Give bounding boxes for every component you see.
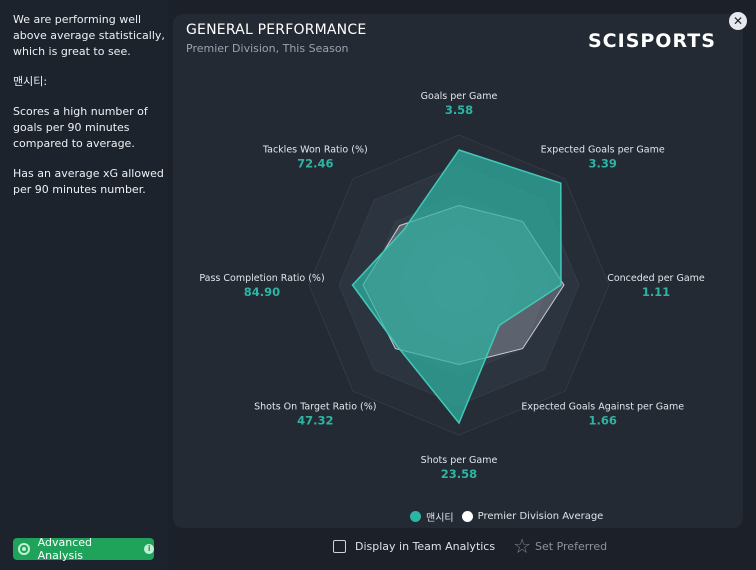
- axis-label: Conceded per Game: [607, 273, 705, 284]
- axis-label: Goals per Game: [421, 91, 498, 102]
- legend-label: Premier Division Average: [477, 511, 604, 522]
- advanced-analysis-label: Advanced Analysis: [37, 536, 92, 562]
- legend-item-average: Premier Division Average: [461, 511, 604, 522]
- axis-label: Expected Goals Against per Game: [521, 402, 684, 413]
- sidebar: We are performing well above average sta…: [0, 0, 168, 570]
- footer-controls: Display in Team Analytics ☆ Set Preferre…: [333, 534, 608, 558]
- panel-subtitle: Premier Division, This Season: [186, 42, 349, 55]
- scisports-logo: SCISPORTS: [588, 30, 716, 52]
- axis-value: 1.66: [589, 414, 617, 428]
- summary-paragraph: Has an average xG allowed per 90 minutes…: [13, 167, 164, 196]
- set-preferred-label[interactable]: Set Preferred: [535, 539, 608, 553]
- axis-label: Shots per Game: [421, 455, 498, 466]
- chart-legend: 맨시티 Premier Division Average: [410, 509, 611, 524]
- axis-value: 3.39: [589, 156, 617, 170]
- advanced-analysis-button[interactable]: Advanced Analysis i: [13, 536, 154, 562]
- close-icon[interactable]: ✕: [729, 12, 747, 30]
- axis-label: Tackles Won Ratio (%): [262, 144, 368, 155]
- axis-value: 72.46: [297, 156, 333, 170]
- axis-label: Shots On Target Ratio (%): [254, 402, 376, 413]
- team-name: 맨시티:: [13, 75, 48, 88]
- legend-label: 맨시티: [426, 513, 454, 524]
- axis-label: Pass Completion Ratio (%): [199, 273, 324, 284]
- panel-title: GENERAL PERFORMANCE: [186, 22, 367, 38]
- axis-value: 47.32: [297, 414, 333, 428]
- legend-swatch: [461, 511, 473, 522]
- target-icon: [18, 543, 30, 555]
- axis-value: 1.11: [642, 285, 670, 299]
- axis-value: 3.58: [445, 103, 473, 117]
- summary-paragraph: We are performing well above average sta…: [13, 13, 165, 58]
- info-icon[interactable]: i: [144, 544, 154, 554]
- axis-value: 84.90: [244, 285, 280, 299]
- team-polygon: [351, 149, 562, 425]
- axis-value: 23.58: [441, 467, 477, 481]
- legend-swatch: [410, 511, 421, 522]
- display-checkbox[interactable]: [333, 539, 346, 553]
- axis-label: Expected Goals per Game: [541, 144, 665, 155]
- sidebar-summary: We are performing well above average sta…: [13, 12, 165, 212]
- legend-item-team: 맨시티: [410, 509, 454, 524]
- display-label[interactable]: Display in Team Analytics: [355, 539, 496, 553]
- summary-paragraph: Scores a high number of goals per 90 min…: [13, 105, 148, 150]
- star-icon[interactable]: ☆: [513, 534, 532, 558]
